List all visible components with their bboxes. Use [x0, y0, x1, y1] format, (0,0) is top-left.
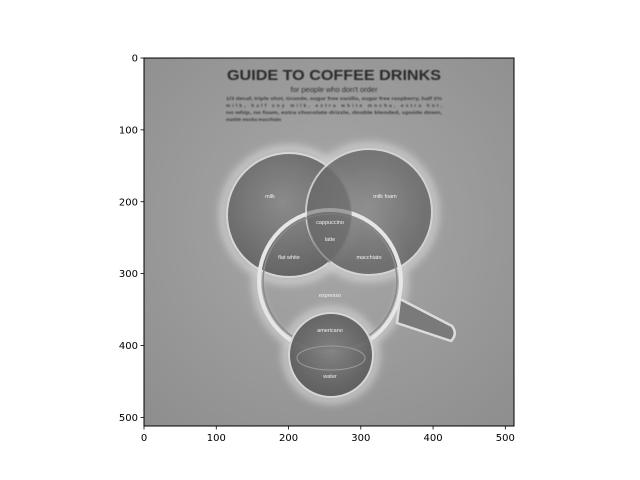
- image-title: GUIDE TO COFFEE DRINKS: [227, 67, 441, 84]
- image-subtitle: for people who don't order: [291, 85, 378, 94]
- cup-handle: [395, 297, 456, 343]
- label-milk: milk: [265, 194, 275, 200]
- y-tick-label: 100: [119, 125, 138, 136]
- label-milk-foam: milk foam: [373, 194, 397, 200]
- x-tick-label: 400: [424, 433, 443, 444]
- label-macchiato: macchiato: [356, 255, 381, 261]
- y-axis: 0 100 200 300 400 500: [119, 54, 144, 424]
- water-cup-rim: [296, 345, 366, 371]
- water-halo: [282, 306, 380, 404]
- x-tick-label: 100: [207, 433, 226, 444]
- image-body-line-1: 1/3 decaf, triple shot, Grande, sugar fr…: [226, 96, 442, 101]
- y-tick-label: 0: [132, 54, 138, 65]
- label-flat-white: flat white: [278, 255, 300, 261]
- x-axis: 0 100 200 300 400 500: [141, 426, 515, 444]
- water-circle: [288, 312, 374, 398]
- image-body-line-2: milk, half soy milk, extra white mocha, …: [226, 103, 442, 108]
- label-americano: americano: [317, 328, 343, 334]
- image-body-line-4: marble mocha macchiato: [226, 117, 281, 122]
- label-latte: latte: [325, 237, 335, 243]
- axes-frame: [143, 57, 515, 427]
- x-tick-label: 300: [351, 433, 370, 444]
- y-tick-label: 500: [119, 413, 138, 424]
- milk-foam-overlap: [306, 167, 352, 263]
- label-water: water: [322, 374, 337, 380]
- x-tick-label: 0: [141, 433, 147, 444]
- x-tick-label: 500: [496, 433, 515, 444]
- y-tick-label: 300: [119, 269, 138, 280]
- x-tick-label: 200: [279, 433, 298, 444]
- image-body-line-3: no whip, no foam, extra chocolate drizzl…: [226, 110, 442, 115]
- label-cappuccino: cappuccino: [316, 220, 344, 226]
- y-tick-label: 400: [119, 341, 138, 352]
- image-area: GUIDE TO COFFEE DRINKS for people who do…: [144, 58, 514, 426]
- y-tick-label: 200: [119, 197, 138, 208]
- label-espresso: espresso: [319, 293, 341, 299]
